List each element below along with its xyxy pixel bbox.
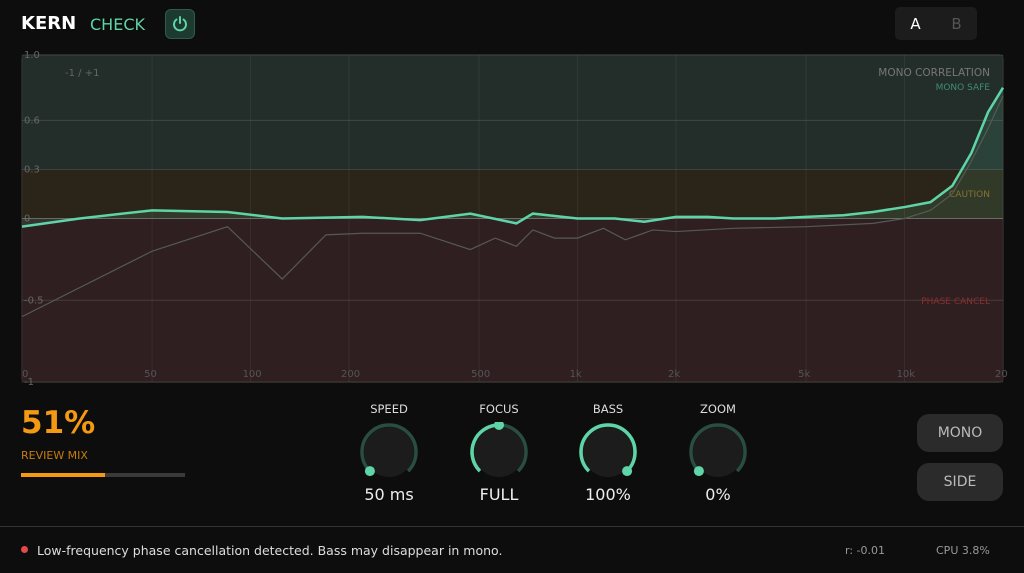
power-icon: [173, 16, 187, 32]
mono-button[interactable]: MONO: [917, 414, 1003, 452]
knob-handle: [364, 466, 375, 477]
review-mix-value: 51%: [21, 405, 96, 441]
correlation-readout: r: -0.01: [845, 544, 885, 557]
knob-value: 50 ms: [364, 485, 414, 504]
knob-value-arc: [470, 423, 500, 473]
knob-value-arc: [579, 423, 637, 473]
side-button[interactable]: SIDE: [917, 463, 1003, 501]
correlation-line: [21, 87, 1005, 228]
reference-line: [21, 95, 1004, 318]
x-tick-label: 1k: [570, 369, 582, 380]
speed-knob[interactable]: SPEED 50 ms: [339, 402, 439, 504]
x-tick-label: 5k: [798, 369, 810, 380]
knob-value: 0%: [705, 485, 731, 504]
knob-track: [689, 423, 747, 473]
range-label: -1 / +1: [65, 68, 99, 79]
status-bar: Low-frequency phase cancellation detecte…: [0, 526, 1024, 573]
x-tick-label: 100: [243, 369, 262, 380]
knob-label: SPEED: [370, 402, 408, 416]
knob-label: ZOOM: [700, 402, 736, 416]
chart-title: MONO CORRELATION: [878, 67, 990, 79]
product-name: CHECK: [90, 15, 145, 34]
x-tick-label: 500: [471, 369, 490, 380]
zone-label: CAUTION: [949, 190, 990, 200]
knob-body: [474, 427, 524, 477]
x-tick-label: 20: [995, 369, 1008, 380]
cpu-readout: CPU 3.8%: [936, 544, 990, 557]
knob-track: [360, 423, 418, 473]
focus-knob[interactable]: FOCUS FULL: [449, 402, 549, 504]
knob-value: 100%: [585, 485, 631, 504]
ab-switch: A B: [895, 7, 977, 40]
review-mix-fill: [21, 473, 105, 477]
knob-dial[interactable]: [357, 422, 421, 482]
review-mix-label: REVIEW MIX: [21, 449, 88, 462]
knob-body: [364, 427, 414, 477]
zone-mono-safe: [22, 55, 1003, 170]
knob-label: FOCUS: [479, 402, 519, 416]
zone-label: MONO SAFE: [936, 83, 991, 93]
knob-handle: [494, 422, 504, 430]
knob-body: [583, 427, 633, 477]
review-mix-slider[interactable]: [21, 473, 185, 477]
preset-a-button[interactable]: A: [910, 14, 921, 33]
zoom-knob[interactable]: ZOOM 0%: [668, 402, 768, 504]
x-tick-label: 2k: [668, 369, 680, 380]
brand-logo: KERN: [21, 13, 77, 34]
knob-dial[interactable]: [467, 422, 531, 482]
knob-handle: [622, 466, 633, 477]
series-fill: [22, 87, 1003, 227]
status-message: Low-frequency phase cancellation detecte…: [37, 543, 503, 558]
x-tick-label: 10k: [897, 369, 916, 380]
y-tick-label: 1.0: [24, 50, 40, 61]
x-tick-label: 0: [22, 369, 28, 380]
x-tick-label: 200: [341, 369, 360, 380]
bass-knob[interactable]: BASS 100%: [558, 402, 658, 504]
knob-dial[interactable]: [576, 422, 640, 482]
knob-dial[interactable]: [686, 422, 750, 482]
knob-label: BASS: [592, 402, 624, 416]
zone-label: PHASE CANCEL: [921, 297, 990, 307]
y-tick-label: 0.6: [24, 115, 40, 126]
zone-phase-cancel: [22, 218, 1003, 382]
knob-body: [693, 427, 743, 477]
y-tick-label: -0.5: [24, 295, 44, 306]
y-tick-label: 0: [24, 214, 30, 225]
x-tick-label: 50: [144, 369, 157, 380]
knob-value: FULL: [479, 485, 519, 504]
preset-b-button[interactable]: B: [951, 14, 962, 33]
alert-dot-icon: [21, 546, 28, 553]
y-tick-label: -1: [24, 377, 34, 388]
correlation-chart: 0 50 100 200 500 1k 2k 5k 10k 20 1.0 0.6 0.3 0 -0.5 -1 -…: [21, 50, 1008, 388]
y-tick-label: 0.3: [24, 164, 40, 175]
power-button[interactable]: [165, 9, 195, 39]
knob-handle: [693, 466, 704, 477]
